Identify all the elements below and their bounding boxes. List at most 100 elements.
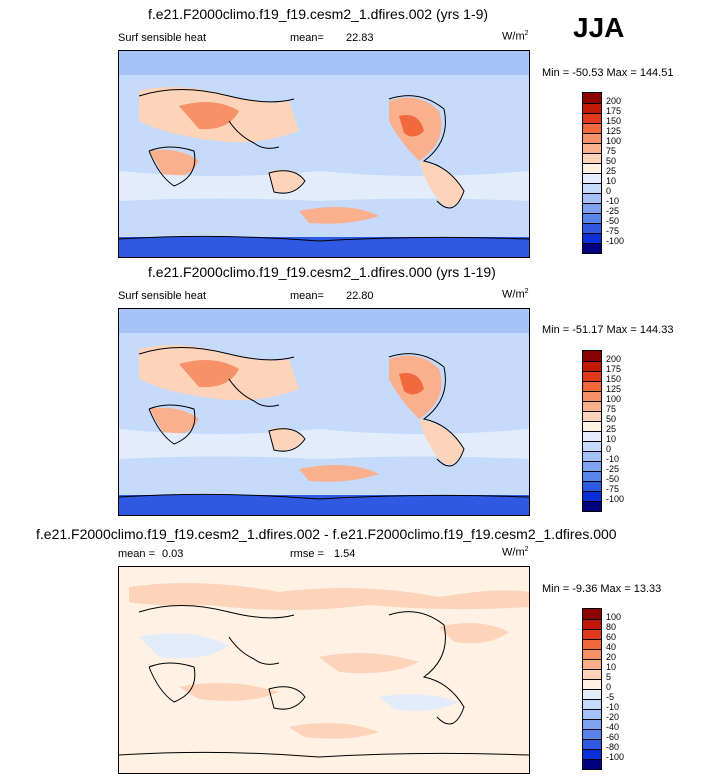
panel-3-colorbar-swatch — [583, 739, 601, 749]
panel-3-colorbar-swatch — [583, 759, 601, 769]
colorbar-tick-label: -10 — [606, 454, 620, 464]
panel-3-minmax: Min = -9.36 Max = 13.33 — [542, 583, 662, 595]
panel-2-title: f.e21.F2000climo.f19_f19.cesm2_1.dfires.… — [148, 264, 496, 280]
panel-3-colorbar-swatch — [583, 619, 601, 629]
panel-3-colorbar — [582, 608, 602, 770]
colorbar-tick-label: 10 — [606, 434, 617, 444]
colorbar-tick-label: 80 — [606, 622, 617, 632]
colorbar-tick-label: -50 — [606, 474, 620, 484]
panel-1-variable: Surf sensible heat — [118, 32, 207, 44]
panel-2-colorbar-swatch — [583, 391, 601, 401]
panel-2-colorbar-swatch — [583, 441, 601, 451]
panel-1-colorbar-swatch — [583, 163, 601, 173]
colorbar-tick-label: 0 — [606, 682, 612, 692]
panel-1-colorbar-swatch — [583, 223, 601, 233]
colorbar-tick-label: 200 — [606, 96, 622, 106]
colorbar-tick-label: -25 — [606, 464, 620, 474]
panel-2-minmax: Min = -51.17 Max = 144.33 — [542, 324, 674, 336]
panel-1-map-svg — [119, 51, 529, 257]
panel-3-colorbar-swatch — [583, 699, 601, 709]
panel-2-colorbar-swatch — [583, 451, 601, 461]
panel-2-colorbar-swatch — [583, 381, 601, 391]
colorbar-tick-label: 100 — [606, 136, 622, 146]
panel-2-mean-label: mean= — [290, 290, 324, 302]
colorbar-tick-label: 50 — [606, 414, 617, 424]
panel-2-variable: Surf sensible heat — [118, 290, 207, 302]
colorbar-tick-label: 175 — [606, 364, 622, 374]
panel-3-colorbar-swatch — [583, 639, 601, 649]
panel-3-colorbar-swatch — [583, 629, 601, 639]
panel-3-colorbar-swatch — [583, 749, 601, 759]
panel-2-colorbar — [582, 350, 602, 512]
colorbar-tick-label: -80 — [606, 742, 620, 752]
colorbar-tick-label: -25 — [606, 206, 620, 216]
panel-2-colorbar-swatch — [583, 471, 601, 481]
panel-3-rmse-label: rmse = — [290, 548, 324, 560]
colorbar-tick-label: 10 — [606, 662, 617, 672]
panel-2-colorbar-swatch — [583, 461, 601, 471]
panel-1-colorbar-swatch — [583, 143, 601, 153]
panel-3-mean-value: 0.03 — [162, 548, 184, 560]
colorbar-tick-label: -10 — [606, 702, 620, 712]
panel-1-colorbar-swatch — [583, 173, 601, 183]
colorbar-tick-label: 10 — [606, 176, 617, 186]
panel-1-colorbar-swatch — [583, 93, 601, 103]
panel-3-rmse-value: 1.54 — [334, 548, 356, 560]
panel-2-colorbar-swatch — [583, 361, 601, 371]
panel-2-units: W/m2 — [502, 288, 529, 301]
colorbar-tick-label: 0 — [606, 186, 612, 196]
colorbar-tick-label: 0 — [606, 444, 612, 454]
panel-1-map — [118, 50, 530, 258]
colorbar-tick-label: 100 — [606, 612, 622, 622]
colorbar-tick-label: 20 — [606, 652, 617, 662]
colorbar-tick-label: -75 — [606, 226, 620, 236]
colorbar-tick-label: 175 — [606, 106, 622, 116]
colorbar-tick-label: 25 — [606, 424, 617, 434]
panel-1-mean-label: mean= — [290, 32, 324, 44]
colorbar-tick-label: 75 — [606, 146, 617, 156]
colorbar-tick-label: 100 — [606, 394, 622, 404]
colorbar-tick-label: 125 — [606, 126, 622, 136]
colorbar-tick-label: 25 — [606, 166, 617, 176]
colorbar-tick-label: -100 — [606, 236, 625, 246]
panel-2-map — [118, 308, 530, 516]
panel-2-colorbar-swatch — [583, 401, 601, 411]
colorbar-tick-label: 125 — [606, 384, 622, 394]
panel-1-colorbar-swatch — [583, 113, 601, 123]
panel-1-colorbar-swatch — [583, 153, 601, 163]
panel-2-colorbar-swatch — [583, 371, 601, 381]
panel-3-colorbar-swatch — [583, 719, 601, 729]
panel-3-units: W/m2 — [502, 546, 529, 559]
colorbar-tick-label: -50 — [606, 216, 620, 226]
panel-1-minmax: Min = -50.53 Max = 144.51 — [542, 67, 674, 79]
panel-3-colorbar-swatch — [583, 689, 601, 699]
colorbar-tick-label: -20 — [606, 712, 620, 722]
colorbar-tick-label: 75 — [606, 404, 617, 414]
panel-1-colorbar-swatch — [583, 243, 601, 253]
colorbar-tick-label: -100 — [606, 494, 625, 504]
panel-1-colorbar-swatch — [583, 213, 601, 223]
panel-1-colorbar-swatch — [583, 233, 601, 243]
panel-3-mean-label: mean = — [118, 548, 155, 560]
season-label: JJA — [573, 12, 625, 43]
panel-2-colorbar-swatch — [583, 351, 601, 361]
panel-1-mean-value: 22.83 — [346, 32, 374, 44]
panel-3-map — [118, 566, 530, 774]
colorbar-tick-label: 150 — [606, 374, 622, 384]
panel-2-colorbar-swatch — [583, 491, 601, 501]
panel-2-colorbar-swatch — [583, 421, 601, 431]
colorbar-tick-label: -10 — [606, 196, 620, 206]
panel-1-colorbar — [582, 92, 602, 254]
colorbar-tick-label: 60 — [606, 632, 617, 642]
colorbar-tick-label: -40 — [606, 722, 620, 732]
panel-3-title: f.e21.F2000climo.f19_f19.cesm2_1.dfires.… — [36, 526, 617, 542]
colorbar-tick-label: -75 — [606, 484, 620, 494]
panel-2-colorbar-swatch — [583, 411, 601, 421]
colorbar-tick-label: 40 — [606, 642, 617, 652]
panel-3-colorbar-swatch — [583, 609, 601, 619]
panel-2-map-svg — [119, 309, 529, 515]
panel-1-units: W/m2 — [502, 30, 529, 43]
panel-2-colorbar-swatch — [583, 501, 601, 511]
colorbar-tick-label: -5 — [606, 692, 615, 702]
panel-2-colorbar-swatch — [583, 431, 601, 441]
